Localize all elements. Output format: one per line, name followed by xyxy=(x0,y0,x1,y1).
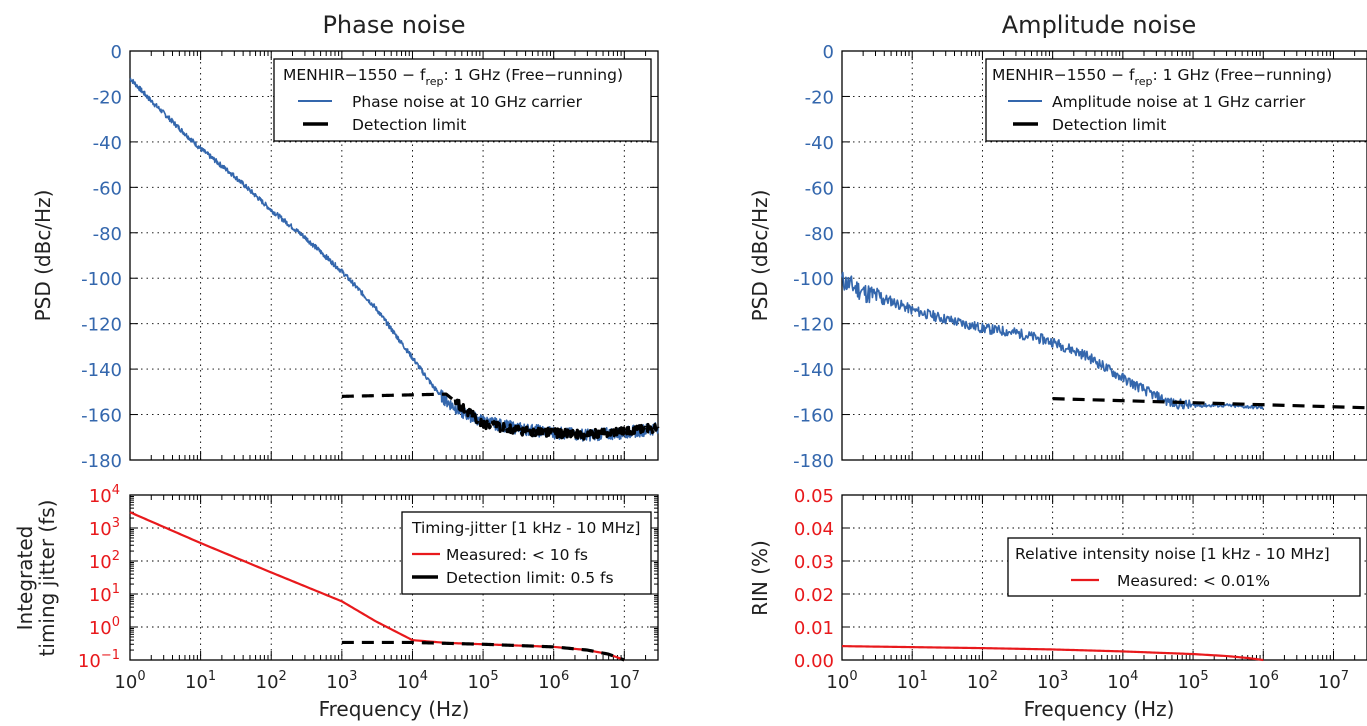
legend-box xyxy=(273,58,652,142)
amplitude-noise-line xyxy=(841,271,1264,410)
y-tick-label: -160 xyxy=(793,406,834,427)
y-tick-label: -100 xyxy=(793,269,834,290)
x-axis-label: Frequency (Hz) xyxy=(1024,697,1175,721)
x-tick-label: 107 xyxy=(609,669,640,693)
legend: MENHIR−1550 − frep: 1 GHz (Free−running)… xyxy=(985,58,1367,142)
y-tick-label: -20 xyxy=(93,87,122,108)
y-tick-label: -120 xyxy=(793,315,834,336)
y-tick-label: 10−1 xyxy=(78,648,120,672)
legend-box xyxy=(401,511,652,595)
y-tick-label: 100 xyxy=(89,615,120,639)
y-tick-label: 102 xyxy=(89,549,120,573)
y-tick-label: 0.03 xyxy=(794,552,834,573)
y-tick-label: -80 xyxy=(805,224,834,245)
legend-title: Timing-jitter [1 kHz - 10 MHz] xyxy=(411,519,640,537)
y-axis-label: PSD (dBc/Hz) xyxy=(31,190,55,322)
plot-frame xyxy=(841,494,1367,661)
y-tick-label: -60 xyxy=(805,178,834,199)
y-axis-label: RIN (%) xyxy=(748,540,772,616)
legend-label: Measured: < 10 fs xyxy=(446,546,588,564)
chart-title: Amplitude noise xyxy=(1002,11,1196,39)
legend-title: MENHIR−1550 − frep: 1 GHz (Free−running) xyxy=(283,66,623,88)
plot-frame xyxy=(841,50,1367,461)
y-tick-label: 0.02 xyxy=(794,585,834,606)
legend: MENHIR−1550 − frep: 1 GHz (Free−running)… xyxy=(273,58,652,142)
plot-frame xyxy=(129,50,659,461)
legend-label: Detection limit xyxy=(1052,116,1166,134)
y-tick-label: -180 xyxy=(81,451,122,472)
y-tick-label: 0.00 xyxy=(794,651,834,672)
legend-label: Measured: < 0.01% xyxy=(1117,572,1270,590)
phase-axes: 0 -20 -40 -60 -80 -100 -120 -140 -160 -180 Phase n… xyxy=(31,11,660,472)
x-axis-label: Frequency (Hz) xyxy=(319,697,470,721)
y-tick-label: -140 xyxy=(793,360,834,381)
y-tick-label: 0.04 xyxy=(794,519,834,540)
y-tick-label: -160 xyxy=(81,406,122,427)
legend-label: Detection limit: 0.5 fs xyxy=(446,569,614,587)
x-tick-label: 106 xyxy=(1248,669,1279,693)
x-tick-label: 101 xyxy=(185,669,216,693)
y-tick-label: -40 xyxy=(805,133,834,154)
x-tick-label: 104 xyxy=(1107,669,1138,693)
chart-title: Phase noise xyxy=(322,11,465,39)
y-tick-label: 0.01 xyxy=(794,618,834,639)
y-tick-label: -20 xyxy=(805,87,834,108)
x-tick-label: 100 xyxy=(826,669,857,693)
legend-label: Phase noise at 10 GHz carrier xyxy=(352,93,583,111)
y-tick-label: -40 xyxy=(93,133,122,154)
legend-box xyxy=(985,58,1367,142)
y-axis-label: timing jitter (fs) xyxy=(35,500,59,657)
y-tick-label: 104 xyxy=(89,483,120,507)
y-axis-label: Integrated xyxy=(13,526,37,631)
detection-limit-line xyxy=(340,392,660,441)
y-tick-label: 0.05 xyxy=(794,486,834,507)
y-tick-label: -140 xyxy=(81,360,122,381)
y-tick-label: -180 xyxy=(793,451,834,472)
y-tick-label: -80 xyxy=(93,224,122,245)
legend: Timing-jitter [1 kHz - 10 MHz] Measured: … xyxy=(401,511,652,595)
x-tick-label: 105 xyxy=(1177,669,1208,693)
plot-frame xyxy=(129,494,659,661)
y-tick-label: 0 xyxy=(111,42,122,63)
x-tick-label: 105 xyxy=(467,669,498,693)
detection-limit-line xyxy=(341,640,625,662)
y-tick-label: 103 xyxy=(89,516,120,540)
x-tick-label: 102 xyxy=(256,669,287,693)
x-tick-label: 101 xyxy=(897,669,928,693)
x-tick-label: 100 xyxy=(114,669,145,693)
x-tick-label: 103 xyxy=(1037,669,1068,693)
x-tick-label: 102 xyxy=(967,669,998,693)
y-axis-label: PSD (dBc/Hz) xyxy=(748,190,772,322)
x-tick-label: 106 xyxy=(538,669,569,693)
detection-limit-line xyxy=(1052,397,1367,410)
legend: Relative intensity noise [1 kHz - 10 MHz… xyxy=(1007,537,1361,597)
legend-label: Detection limit xyxy=(352,116,466,134)
legend-label: Amplitude noise at 1 GHz carrier xyxy=(1052,93,1306,111)
rin-line xyxy=(841,645,1264,662)
legend-title: MENHIR−1550 − frep: 1 GHz (Free−running) xyxy=(992,66,1332,88)
y-tick-label: 0 xyxy=(823,42,834,63)
y-tick-label: -120 xyxy=(81,315,122,336)
y-tick-label: 101 xyxy=(89,582,120,606)
y-tick-label: -100 xyxy=(81,269,122,290)
y-tick-label: -60 xyxy=(93,178,122,199)
x-tick-label: 104 xyxy=(397,669,428,693)
legend-title: Relative intensity noise [1 kHz - 10 MHz… xyxy=(1015,545,1330,563)
x-tick-label: 103 xyxy=(326,669,357,693)
x-tick-label: 107 xyxy=(1318,669,1349,693)
amplitude-axes: 0 -20 -40 -60 -80 -100 -120 -140 -160 -180 Amplitu… xyxy=(748,11,1367,472)
legend-box xyxy=(1007,537,1361,597)
